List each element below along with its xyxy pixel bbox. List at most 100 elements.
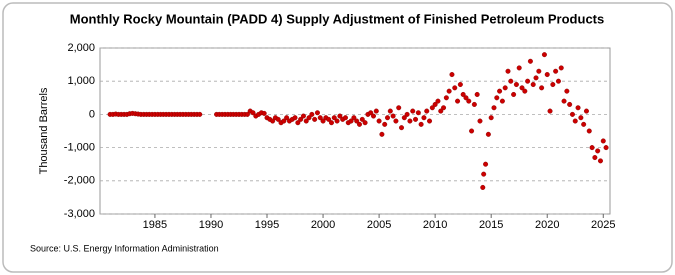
point	[438, 108, 444, 114]
point	[396, 105, 402, 111]
point	[457, 82, 463, 88]
point	[413, 116, 419, 122]
point	[379, 131, 385, 137]
point	[281, 118, 287, 124]
point	[600, 138, 606, 144]
point	[516, 65, 522, 71]
point	[312, 116, 318, 122]
point	[569, 111, 575, 117]
point	[589, 145, 595, 151]
point	[488, 115, 494, 121]
point	[354, 118, 360, 124]
point	[326, 116, 332, 122]
point	[300, 113, 306, 119]
x-tick-label: 1985	[143, 219, 167, 231]
point	[446, 88, 452, 94]
point	[443, 95, 449, 101]
point	[382, 121, 388, 127]
point	[525, 78, 531, 84]
point	[491, 105, 497, 111]
point	[275, 116, 281, 122]
point	[399, 125, 405, 131]
point	[508, 78, 514, 84]
point	[575, 105, 581, 111]
chart-title: Monthly Rocky Mountain (PADD 4) Supply A…	[70, 11, 604, 26]
point	[441, 105, 447, 111]
point	[544, 72, 550, 78]
point	[485, 131, 491, 137]
point	[314, 110, 320, 116]
x-tick-label: 2000	[311, 219, 335, 231]
point	[481, 171, 487, 177]
point	[603, 145, 609, 151]
point	[480, 184, 486, 190]
point	[385, 115, 391, 121]
point	[342, 115, 348, 121]
point	[483, 161, 489, 167]
point	[390, 113, 396, 119]
point	[334, 118, 340, 124]
point	[452, 85, 458, 91]
point	[356, 121, 362, 127]
point	[497, 88, 503, 94]
point	[474, 91, 480, 97]
point	[539, 85, 545, 91]
point	[555, 78, 561, 84]
point	[533, 75, 539, 81]
x-tick-label: 2025	[591, 219, 615, 231]
point	[261, 110, 267, 116]
point	[469, 128, 475, 134]
point	[410, 108, 416, 114]
point	[477, 118, 483, 124]
y-axis-title: Thousand Barrels	[38, 87, 50, 174]
x-tick-label: 2010	[423, 219, 447, 231]
plot-area	[99, 47, 611, 215]
y-tick-label: 1,000	[67, 75, 95, 87]
point	[418, 121, 424, 127]
point	[449, 72, 455, 78]
point	[592, 155, 598, 161]
point	[494, 95, 500, 101]
x-tick-label: 1990	[199, 219, 223, 231]
point	[455, 98, 461, 104]
x-tick-label: 2005	[367, 219, 391, 231]
point	[505, 68, 511, 74]
point	[368, 110, 374, 116]
point	[466, 98, 472, 104]
point	[597, 158, 603, 164]
point	[270, 118, 276, 124]
point	[522, 88, 528, 94]
point	[415, 110, 421, 116]
point	[435, 98, 441, 104]
point	[553, 68, 559, 74]
point	[359, 116, 365, 122]
point	[306, 115, 312, 121]
point	[404, 111, 410, 117]
point	[362, 120, 368, 126]
point	[429, 105, 435, 111]
point	[519, 85, 525, 91]
point	[348, 118, 354, 124]
point	[320, 118, 326, 124]
point	[567, 101, 573, 107]
point	[564, 88, 570, 94]
point	[244, 111, 250, 117]
y-tick-label: 0	[89, 108, 95, 120]
source-note: Source: U.S. Energy Information Administ…	[30, 243, 219, 253]
point	[586, 128, 592, 134]
point	[578, 115, 584, 121]
point	[527, 58, 533, 64]
point	[298, 116, 304, 122]
y-tick-label: -2,000	[64, 175, 95, 187]
point	[513, 82, 519, 88]
point	[499, 98, 505, 104]
point	[421, 115, 427, 121]
point	[387, 108, 393, 114]
point	[536, 68, 542, 74]
point	[370, 113, 376, 119]
point	[502, 85, 508, 91]
point	[393, 118, 399, 124]
point	[328, 120, 334, 126]
point	[351, 115, 357, 121]
